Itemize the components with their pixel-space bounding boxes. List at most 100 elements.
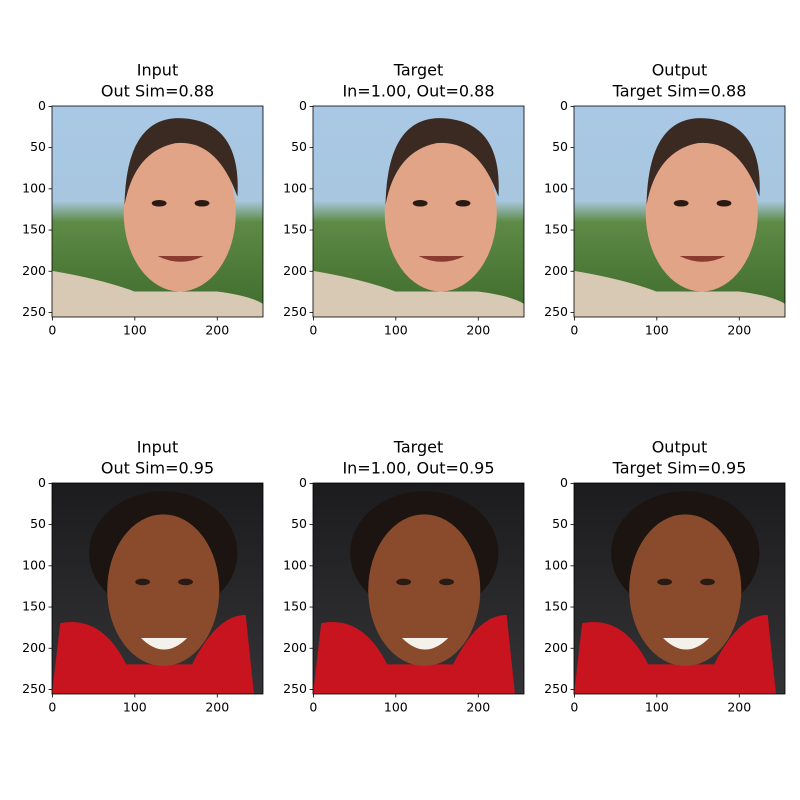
scarf [52, 614, 254, 694]
y-tick-label: 100 [283, 557, 307, 572]
axes-frame [312, 105, 525, 318]
y-tick-label: 250 [22, 304, 46, 319]
eye [716, 199, 732, 207]
subplot: Output Target Sim=0.88 0 100 200 0 50 100 150 200… [544, 61, 786, 338]
y-tick-label: 250 [544, 304, 568, 319]
axes-frame [51, 482, 264, 695]
face [123, 134, 236, 292]
x-tick-label: 100 [123, 700, 147, 715]
x-tick-label: 100 [645, 323, 669, 338]
subplot: Target In=1.00, Out=0.95 0 100 200 0 50 100 150 2… [283, 438, 525, 715]
x-tick-label: 100 [384, 700, 408, 715]
x-tick-label: 0 [48, 323, 56, 338]
x-tick-label: 0 [309, 700, 317, 715]
eye [455, 199, 471, 207]
x-tick-label: 0 [570, 700, 578, 715]
smile [141, 637, 188, 650]
y-tick-label: 150 [544, 222, 568, 237]
x-tick-label: 200 [727, 323, 751, 338]
y-tick-label: 50 [291, 516, 307, 531]
y-tick-label: 100 [22, 180, 46, 195]
y-tick-label: 0 [38, 98, 46, 113]
y-tick-label: 200 [544, 263, 568, 278]
eye [412, 199, 428, 207]
x-tick-label: 200 [205, 323, 229, 338]
x-tick-label: 0 [48, 700, 56, 715]
y-tick-label: 50 [291, 139, 307, 154]
hair [124, 118, 238, 205]
subplot-title: Input [137, 61, 178, 80]
axes-frame [573, 105, 786, 318]
y-tick-label: 100 [544, 557, 568, 572]
shoulders [313, 270, 524, 317]
y-tick-label: 200 [22, 640, 46, 655]
y-tick-label: 0 [299, 98, 307, 113]
y-tick-label: 250 [544, 681, 568, 696]
eye [135, 578, 151, 586]
subplot-subtitle: Target Sim=0.88 [612, 82, 747, 101]
scarf [574, 614, 776, 694]
y-tick-label: 50 [30, 139, 46, 154]
subplot: Input Out Sim=0.88 0 100 200 0 50 100 150 200 250 [22, 61, 264, 338]
y-tick-label: 200 [283, 263, 307, 278]
y-tick-label: 0 [560, 475, 568, 490]
y-tick-label: 150 [544, 599, 568, 614]
y-tick-label: 250 [22, 681, 46, 696]
smile [157, 256, 204, 262]
subplot-title: Target [393, 438, 444, 457]
x-tick-label: 0 [309, 323, 317, 338]
subplot-subtitle: Out Sim=0.88 [101, 82, 214, 101]
x-tick-label: 200 [466, 700, 490, 715]
subplot-subtitle: In=1.00, Out=0.95 [342, 459, 494, 478]
eye [194, 199, 210, 207]
eye [439, 578, 454, 586]
eye [396, 578, 412, 586]
shoulders [574, 270, 785, 317]
y-tick-label: 150 [283, 222, 307, 237]
x-tick-label: 100 [645, 700, 669, 715]
x-tick-label: 100 [123, 323, 147, 338]
y-tick-label: 200 [544, 640, 568, 655]
y-tick-label: 50 [552, 516, 568, 531]
x-tick-label: 200 [205, 700, 229, 715]
subplot: Target In=1.00, Out=0.88 0 100 200 0 50 100 150 2… [283, 61, 525, 338]
y-tick-label: 200 [22, 263, 46, 278]
axes-frame [51, 105, 264, 318]
x-tick-label: 100 [384, 323, 408, 338]
y-tick-label: 150 [22, 599, 46, 614]
y-tick-label: 250 [283, 304, 307, 319]
y-tick-label: 50 [30, 516, 46, 531]
subplot: Output Target Sim=0.95 0 100 200 0 50 100 150 200… [544, 438, 786, 715]
y-tick-label: 0 [38, 475, 46, 490]
face [645, 134, 758, 292]
face [368, 514, 481, 666]
eye [151, 199, 167, 207]
eye [657, 578, 673, 586]
y-tick-label: 100 [544, 180, 568, 195]
face [384, 134, 497, 292]
eye [178, 578, 193, 586]
y-tick-label: 100 [283, 180, 307, 195]
subplot-subtitle: Target Sim=0.95 [612, 459, 747, 478]
subplot-title: Output [652, 438, 708, 457]
smile [679, 256, 726, 262]
subplot-subtitle: In=1.00, Out=0.88 [342, 82, 494, 101]
x-tick-label: 200 [466, 323, 490, 338]
shoulders [52, 270, 263, 317]
axes-frame [573, 482, 786, 695]
hair [385, 118, 499, 205]
y-tick-label: 0 [299, 475, 307, 490]
axes-frame [312, 482, 525, 695]
y-tick-label: 150 [283, 599, 307, 614]
x-tick-label: 200 [727, 700, 751, 715]
eye [673, 199, 689, 207]
scarf [313, 614, 515, 694]
eye [700, 578, 715, 586]
face [107, 514, 220, 666]
y-tick-label: 50 [552, 139, 568, 154]
y-tick-label: 100 [22, 557, 46, 572]
subplot-title: Target [393, 61, 444, 80]
subplot: Input Out Sim=0.95 0 100 200 0 50 100 150 200 250 [22, 438, 264, 715]
subplot-title: Input [137, 438, 178, 457]
